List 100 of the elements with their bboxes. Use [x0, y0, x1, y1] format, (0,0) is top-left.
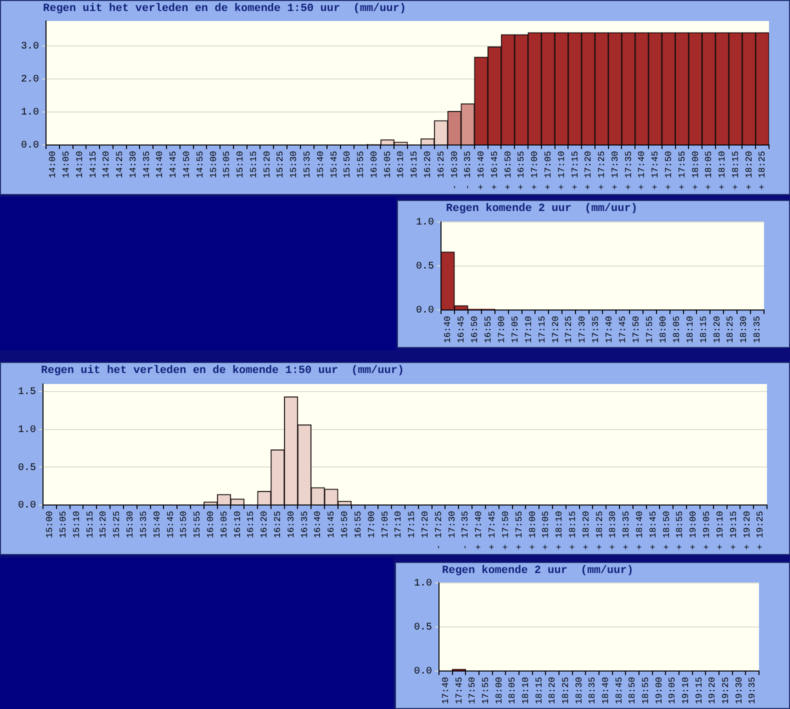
category-label: 17:40 + — [474, 510, 484, 550]
x-tick-label: 18:10 — [521, 676, 532, 704]
x-tick-label: 17:45 — [618, 316, 628, 344]
y-tick-label: 1.5 — [18, 387, 36, 398]
y-tick-label: 0.0 — [20, 140, 39, 152]
category-label: 19:15 + — [728, 510, 739, 550]
y-tick-label: 1.0 — [416, 218, 434, 229]
x-tick-label: 16:40 — [443, 316, 454, 344]
x-tick-label: 14:15 — [88, 150, 98, 178]
x-tick-label: 17:00 — [496, 316, 507, 344]
x-tick-label: 15:45 — [329, 150, 340, 178]
category-label: 19:05 + — [702, 510, 712, 550]
x-tick-label: 18:20 — [712, 316, 722, 344]
x-tick-label: 18:15 — [698, 316, 709, 344]
category-label: 18:05 + — [541, 510, 552, 550]
x-tick-label: 16:55 — [353, 510, 364, 538]
x-tick-label: 17:30 — [447, 510, 458, 538]
x-tick-label: 16:30 — [286, 510, 296, 538]
x-tick-label: 17:25 — [564, 316, 574, 344]
category-label: 16:45 + — [490, 150, 500, 190]
y-tick-label: 0.5 — [18, 462, 36, 474]
x-tick-label: 15:30 — [289, 150, 300, 178]
category-label: 18:20 + — [581, 510, 592, 550]
x-tick-label: 18:25 — [726, 316, 736, 344]
category-label: 17:50 + — [664, 150, 674, 190]
y-tick-label: 0.0 — [416, 306, 434, 317]
x-tick-label: 18:10 — [685, 316, 696, 344]
category-label: 18:10 + — [718, 150, 728, 190]
x-tick-label: 18:05 — [672, 316, 682, 344]
x-tick-label: 15:25 — [112, 510, 122, 538]
category-label: 18:40 + — [635, 510, 646, 550]
y-tick-label: 0.5 — [416, 262, 434, 273]
x-tick-label: 17:05 — [510, 316, 520, 344]
x-tick-label: 17:15 — [407, 510, 418, 538]
category-label: 17:35 + — [624, 150, 634, 190]
x-tick-label: 19:05 — [668, 676, 678, 704]
x-tick-label: 16:45 — [326, 510, 337, 538]
x-tick-label: 14:30 — [128, 150, 138, 178]
x-tick-label: 19:10 — [681, 676, 692, 704]
category-label: 18:25 + — [594, 510, 605, 550]
y-tick-label: 0.5 — [414, 622, 432, 634]
x-tick-label: 14:40 — [155, 150, 166, 178]
x-tick-label: 15:55 — [192, 510, 203, 538]
x-tick-label: 18:50 — [628, 676, 638, 704]
y-tick-label: 1.0 — [18, 425, 36, 436]
x-tick-label: 18:30 — [739, 316, 750, 344]
y-tick-label: 3.0 — [20, 41, 39, 52]
x-tick-label: 17:55 — [481, 676, 492, 704]
category-label: 17:55 + — [514, 510, 524, 550]
x-tick-label: 18:40 — [601, 676, 612, 704]
x-tick-label: 14:05 — [61, 150, 72, 178]
category-label: 18:00 + — [528, 510, 538, 550]
x-tick-label: 19:30 — [734, 676, 744, 704]
category-label: 17:20 + — [584, 150, 594, 190]
category-label: 17:50 + — [500, 510, 511, 550]
x-tick-label: 16:35 — [300, 510, 310, 538]
x-tick-label: 15:05 — [58, 510, 68, 538]
x-tick-label: 15:35 — [302, 150, 312, 178]
category-label: 16:55 + — [516, 150, 527, 190]
category-label: 18:00 + — [690, 150, 701, 190]
x-tick-label: 16:20 — [260, 510, 270, 538]
x-tick-label: 17:20 — [550, 316, 561, 344]
x-tick-label: 15:20 — [98, 510, 109, 538]
x-tick-label: 15:40 — [316, 150, 326, 178]
x-tick-label: 15:50 — [342, 150, 353, 178]
category-label: 19:10 + — [715, 510, 726, 550]
x-tick-label: 16:15 — [410, 150, 420, 178]
category-label: 16:35 - — [463, 150, 474, 190]
x-tick-label: 19:25 — [721, 676, 732, 704]
x-tick-label: 19:00 — [654, 676, 664, 704]
category-label: 19:25 + — [756, 510, 766, 550]
category-label: 19:00 + — [688, 510, 699, 550]
x-tick-label: 14:45 — [168, 150, 179, 178]
x-tick-label: 18:20 — [548, 676, 558, 704]
category-label: 17:55 + — [677, 150, 688, 190]
x-tick-label: 14:00 — [48, 150, 58, 178]
category-label: 17:00 + — [530, 150, 540, 190]
x-tick-label: 18:45 — [614, 676, 624, 704]
x-tick-label: 18:30 — [574, 676, 584, 704]
y-tick-label: 1.0 — [414, 578, 432, 590]
x-tick-label: 15:10 — [236, 150, 246, 178]
category-label: 16:50 + — [503, 150, 514, 190]
x-tick-label: 17:20 — [420, 510, 430, 538]
category-label: 18:20 + — [744, 150, 754, 190]
category-label: 17:45 + — [488, 510, 498, 550]
x-tick-label: 17:40 — [604, 316, 615, 344]
y-tick-label: 1.0 — [20, 108, 39, 119]
x-tick-label: 18:15 — [534, 676, 544, 704]
chart-title: Regen komende 2 uur (mm/uur) — [442, 565, 634, 577]
x-tick-label: 16:45 — [456, 316, 467, 344]
x-tick-label: 15:10 — [72, 510, 82, 538]
x-tick-label: 17:00 — [366, 510, 377, 538]
category-label: 17:35 - — [460, 510, 471, 550]
x-tick-label: 15:50 — [179, 510, 190, 538]
x-tick-label: 17:05 — [380, 510, 390, 538]
x-tick-label: 15:00 — [208, 150, 219, 178]
category-label: 17:15 + — [570, 150, 580, 190]
category-label: 18:15 + — [568, 510, 578, 550]
x-tick-label: 16:05 — [382, 150, 393, 178]
x-tick-label: 17:45 — [454, 676, 464, 704]
